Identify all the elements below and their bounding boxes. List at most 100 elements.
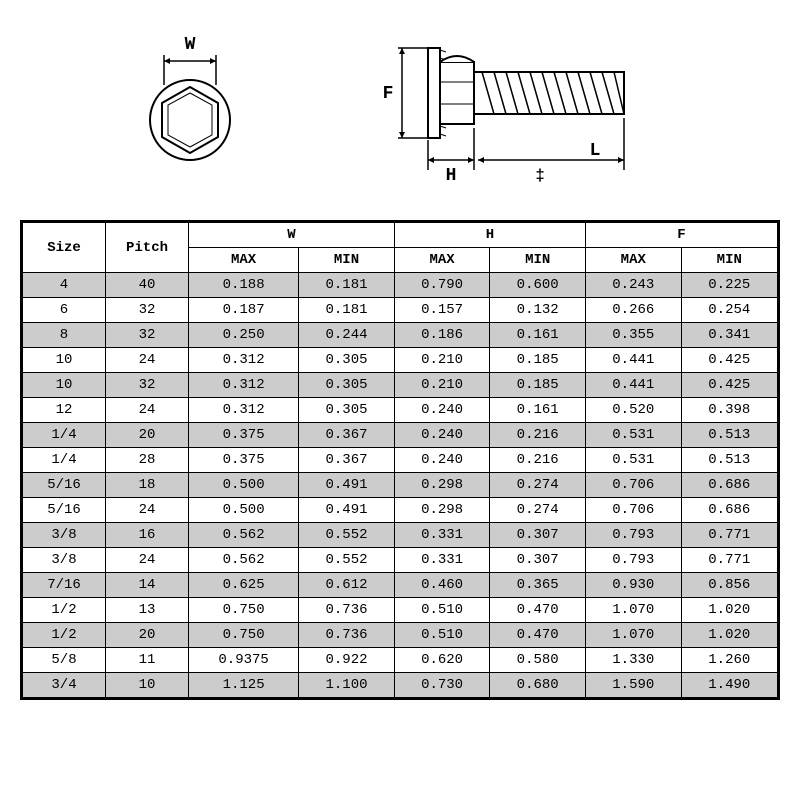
cell-pitch: 40 <box>106 273 189 298</box>
cell-f_min: 0.513 <box>681 448 778 473</box>
cell-f_min: 1.020 <box>681 598 778 623</box>
cell-f_max: 0.531 <box>585 423 681 448</box>
cell-h_max: 0.510 <box>394 598 490 623</box>
cell-w_max: 0.500 <box>189 498 299 523</box>
cell-f_min: 0.513 <box>681 423 778 448</box>
cell-w_max: 1.125 <box>189 673 299 699</box>
cell-h_max: 0.331 <box>394 523 490 548</box>
cell-f_max: 0.793 <box>585 523 681 548</box>
table-body: 4400.1880.1810.7900.6000.2430.2256320.18… <box>22 273 779 699</box>
cell-size: 1/4 <box>22 448 106 473</box>
cell-pitch: 11 <box>106 648 189 673</box>
table-row: 1/2200.7500.7360.5100.4701.0701.020 <box>22 623 779 648</box>
cell-size: 1/2 <box>22 623 106 648</box>
cell-f_min: 0.425 <box>681 373 778 398</box>
cell-h_min: 0.185 <box>490 373 586 398</box>
cell-f_min: 0.425 <box>681 348 778 373</box>
cell-pitch: 20 <box>106 423 189 448</box>
cell-w_max: 0.188 <box>189 273 299 298</box>
cell-f_min: 0.771 <box>681 523 778 548</box>
col-F-min: MIN <box>681 248 778 273</box>
cell-w_min: 0.367 <box>299 423 395 448</box>
cell-h_min: 0.307 <box>490 548 586 573</box>
cell-pitch: 32 <box>106 323 189 348</box>
cell-w_max: 0.500 <box>189 473 299 498</box>
cell-w_min: 0.736 <box>299 623 395 648</box>
cell-h_min: 0.580 <box>490 648 586 673</box>
cell-w_max: 0.375 <box>189 423 299 448</box>
cell-w_min: 0.305 <box>299 373 395 398</box>
cell-size: 10 <box>22 348 106 373</box>
label-F: F <box>383 84 394 104</box>
cell-w_min: 0.491 <box>299 473 395 498</box>
cell-w_max: 0.312 <box>189 373 299 398</box>
cell-w_min: 0.552 <box>299 523 395 548</box>
cell-f_min: 1.490 <box>681 673 778 699</box>
cell-size: 8 <box>22 323 106 348</box>
cell-h_max: 0.730 <box>394 673 490 699</box>
cell-h_min: 0.274 <box>490 498 586 523</box>
cell-f_min: 1.260 <box>681 648 778 673</box>
cell-h_min: 0.470 <box>490 598 586 623</box>
label-W: W <box>185 35 196 55</box>
cell-pitch: 18 <box>106 473 189 498</box>
cell-f_min: 0.771 <box>681 548 778 573</box>
cell-f_min: 0.398 <box>681 398 778 423</box>
cell-pitch: 24 <box>106 398 189 423</box>
cell-h_max: 0.240 <box>394 448 490 473</box>
col-F: F <box>585 222 778 248</box>
bolt-side-diagram: F <box>370 20 670 190</box>
table-row: 10240.3120.3050.2100.1850.4410.425 <box>22 348 779 373</box>
cell-w_min: 0.367 <box>299 448 395 473</box>
cell-w_max: 0.750 <box>189 623 299 648</box>
cell-h_max: 0.240 <box>394 423 490 448</box>
cell-f_max: 1.330 <box>585 648 681 673</box>
cell-h_max: 0.210 <box>394 373 490 398</box>
col-size: Size <box>22 222 106 273</box>
cell-w_max: 0.562 <box>189 548 299 573</box>
cell-h_min: 0.274 <box>490 473 586 498</box>
cell-f_max: 0.706 <box>585 498 681 523</box>
cell-h_max: 0.298 <box>394 498 490 523</box>
cell-f_max: 1.070 <box>585 598 681 623</box>
cell-size: 5/16 <box>22 473 106 498</box>
spec-table: Size Pitch W H F MAX MIN MAX MIN MAX MIN… <box>20 220 780 700</box>
cell-w_max: 0.187 <box>189 298 299 323</box>
cell-size: 3/8 <box>22 523 106 548</box>
cell-f_max: 0.531 <box>585 448 681 473</box>
cell-pitch: 20 <box>106 623 189 648</box>
cell-f_min: 0.856 <box>681 573 778 598</box>
cell-size: 12 <box>22 398 106 423</box>
cell-f_max: 1.590 <box>585 673 681 699</box>
label-L: L <box>590 141 601 161</box>
table-row: 6320.1870.1810.1570.1320.2660.254 <box>22 298 779 323</box>
cell-size: 5/8 <box>22 648 106 673</box>
table-row: 4400.1880.1810.7900.6000.2430.225 <box>22 273 779 298</box>
cell-h_min: 0.216 <box>490 423 586 448</box>
cell-w_min: 0.181 <box>299 298 395 323</box>
table-row: 7/16140.6250.6120.4600.3650.9300.856 <box>22 573 779 598</box>
cell-w_min: 0.491 <box>299 498 395 523</box>
cell-h_min: 0.600 <box>490 273 586 298</box>
cell-pitch: 10 <box>106 673 189 699</box>
label-dd: ‡ <box>535 167 545 185</box>
cell-h_max: 0.186 <box>394 323 490 348</box>
table-row: 5/16180.5000.4910.2980.2740.7060.686 <box>22 473 779 498</box>
cell-w_max: 0.9375 <box>189 648 299 673</box>
cell-h_min: 0.185 <box>490 348 586 373</box>
cell-f_max: 0.355 <box>585 323 681 348</box>
col-H: H <box>394 222 585 248</box>
cell-w_max: 0.312 <box>189 398 299 423</box>
cell-f_max: 0.793 <box>585 548 681 573</box>
table-row: 1/2130.7500.7360.5100.4701.0701.020 <box>22 598 779 623</box>
col-W: W <box>189 222 395 248</box>
cell-w_max: 0.750 <box>189 598 299 623</box>
cell-f_min: 0.686 <box>681 473 778 498</box>
hex-front-diagram: W <box>130 35 250 175</box>
table-row: 5/8110.93750.9220.6200.5801.3301.260 <box>22 648 779 673</box>
table-row: 8320.2500.2440.1860.1610.3550.341 <box>22 323 779 348</box>
cell-pitch: 24 <box>106 348 189 373</box>
cell-h_max: 0.240 <box>394 398 490 423</box>
cell-f_max: 0.441 <box>585 348 681 373</box>
cell-f_max: 0.930 <box>585 573 681 598</box>
